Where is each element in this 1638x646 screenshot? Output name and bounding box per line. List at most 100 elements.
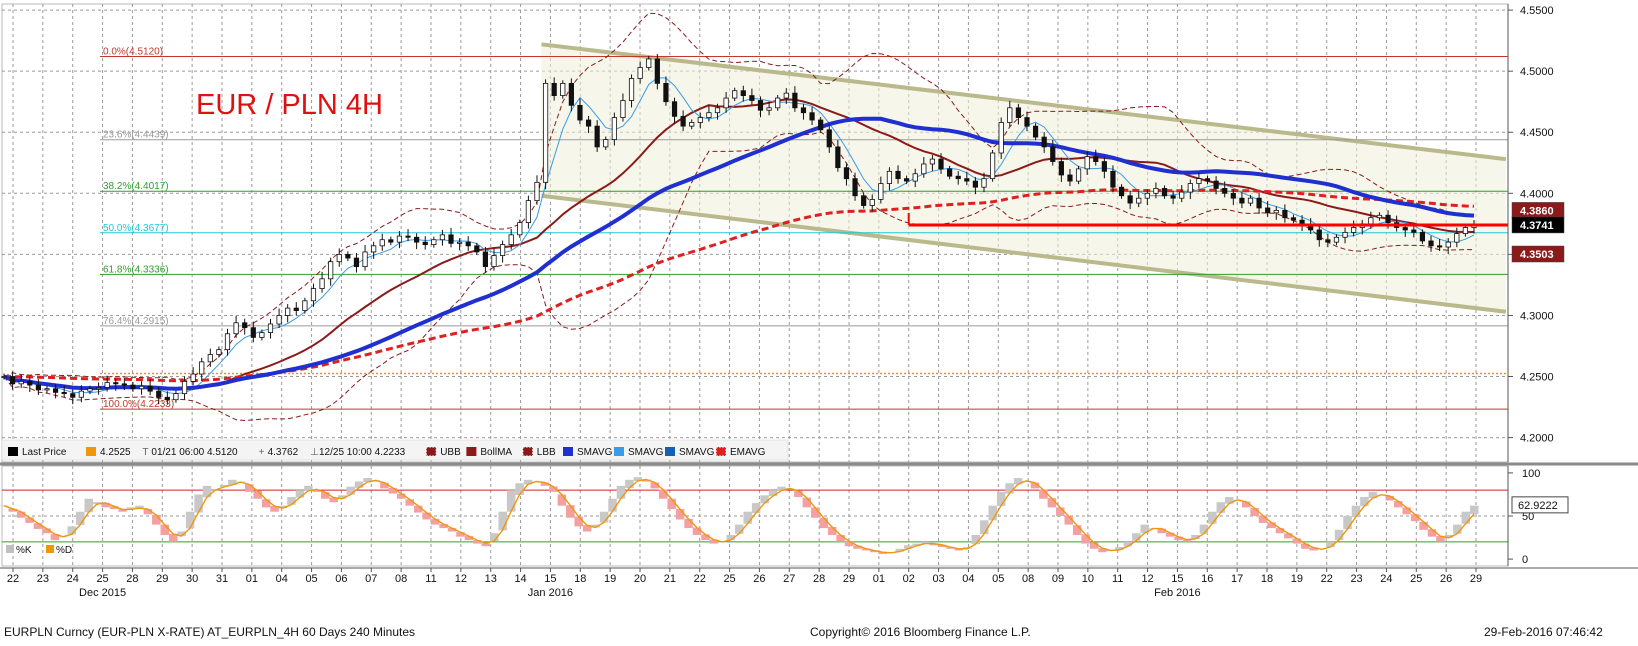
candle-body: [1050, 146, 1056, 162]
legend-label: BollMA: [480, 447, 512, 458]
date-tick-label: 29: [843, 573, 855, 585]
candle-body: [809, 112, 815, 121]
date-tick-label: 23: [37, 573, 49, 585]
candle-body: [78, 390, 84, 398]
stoch-diff-bar: [625, 479, 634, 489]
candle-body: [267, 323, 274, 333]
stoch-diff-bar: [1250, 507, 1259, 516]
date-tick-label: 09: [1052, 573, 1064, 585]
candle-body: [861, 195, 867, 206]
stoch-diff-bar: [1081, 534, 1090, 544]
chart-title: EUR / PLN 4H: [196, 89, 383, 121]
candle-body: [594, 125, 600, 148]
candle-body: [1136, 197, 1142, 204]
candle-body: [113, 382, 119, 385]
stoch-diff-bar: [143, 509, 153, 515]
candle-body: [1127, 195, 1133, 204]
legend-background: [1, 439, 789, 461]
price-tick-label: 4.5000: [1520, 66, 1554, 78]
legend-swatch: [8, 447, 18, 456]
candle-body: [121, 383, 127, 386]
date-tick-label: 05: [992, 573, 1004, 585]
date-tick-label: 31: [216, 573, 228, 585]
candle-body: [1239, 197, 1245, 204]
candle-body: [1170, 195, 1176, 199]
candle-body: [947, 168, 953, 177]
candle-body: [164, 396, 170, 401]
candle-body: [465, 241, 471, 247]
candle-body: [852, 178, 858, 197]
stoch-diff-bar: [777, 486, 786, 491]
candle-body: [173, 393, 179, 401]
stoch-diff-bar: [1360, 497, 1369, 507]
stoch-diff-bar: [1030, 482, 1040, 489]
stoch-diff-bar: [109, 506, 119, 510]
stoch-diff-bar: [760, 495, 769, 504]
stoch-diff-bar: [701, 534, 710, 541]
date-tick-label: 07: [365, 573, 377, 585]
candle-body: [1376, 214, 1383, 219]
price-tick-label: 4.4000: [1520, 188, 1554, 200]
stoch-diff-bar: [675, 509, 685, 520]
date-tick-label: 10: [1082, 573, 1094, 585]
stoch-diff-bar: [802, 497, 812, 508]
osc-legend-label: %K: [16, 545, 32, 556]
stoch-diff-bar: [591, 524, 600, 528]
candle-body: [1222, 188, 1228, 194]
candle-body: [1351, 227, 1357, 233]
candle-body: [1196, 178, 1202, 184]
candle-body: [285, 307, 291, 316]
candle-body: [1230, 192, 1236, 199]
series-ubb: [3, 12, 1474, 380]
candle-body: [714, 107, 721, 114]
stoch-diff-bar: [1064, 516, 1073, 525]
channel-lower-line: [541, 193, 1507, 314]
stoch-diff-bar: [177, 531, 186, 537]
candle-body: [9, 376, 16, 385]
date-tick-label: 26: [1440, 573, 1452, 585]
stoch-diff-bar: [1343, 516, 1352, 530]
series-lbb: [3, 131, 1474, 422]
candle-body: [1084, 156, 1090, 170]
legend-swatch: [614, 447, 624, 456]
candle-body: [293, 307, 299, 311]
candle-body: [998, 122, 1004, 154]
candle-body: [646, 58, 652, 68]
candle-body: [921, 163, 927, 175]
stoch-diff-bar: [920, 541, 930, 544]
candle-body: [379, 239, 385, 247]
stoch-diff-bar: [980, 520, 989, 535]
stoch-diff-bar: [878, 552, 888, 554]
stoch-diff-bar: [667, 498, 676, 510]
candle-body: [345, 253, 351, 259]
stoch-diff-bar: [996, 491, 1006, 506]
stoch-diff-bar: [464, 536, 474, 541]
instrument-label: EURPLN Curncy (EUR-PLN X-RATE) AT_EURPLN…: [4, 625, 416, 639]
date-tick-label: 24: [1380, 573, 1392, 585]
date-tick-label: 12: [1141, 573, 1153, 585]
candle-body: [491, 255, 497, 267]
stoch-diff-bar: [1089, 542, 1099, 549]
candle-body: [199, 361, 205, 375]
candle-body: [1333, 236, 1340, 243]
candle-body: [1316, 229, 1322, 241]
price-tag-label: 4.3860: [1520, 205, 1554, 217]
stoch-diff-bar: [971, 534, 981, 545]
candle-body: [671, 101, 678, 117]
stoch-diff-bar: [278, 505, 288, 509]
candle-body: [1110, 170, 1116, 188]
stoch-diff-bar: [1351, 505, 1361, 518]
candle-body: [972, 180, 979, 188]
candle-body: [783, 92, 789, 99]
candle-body: [1402, 227, 1408, 231]
price-candles: [1, 53, 1477, 405]
date-tick-label: 04: [962, 573, 974, 585]
series-bollma: [3, 98, 1474, 391]
stoch-diff-bar: [954, 548, 964, 551]
stoch-diff-bar: [160, 524, 170, 535]
date-tick-label: 19: [604, 573, 616, 585]
stoch-diff-bar: [988, 505, 997, 521]
stoch-diff-bar: [304, 485, 313, 491]
stoch-diff-bar: [1470, 505, 1479, 514]
